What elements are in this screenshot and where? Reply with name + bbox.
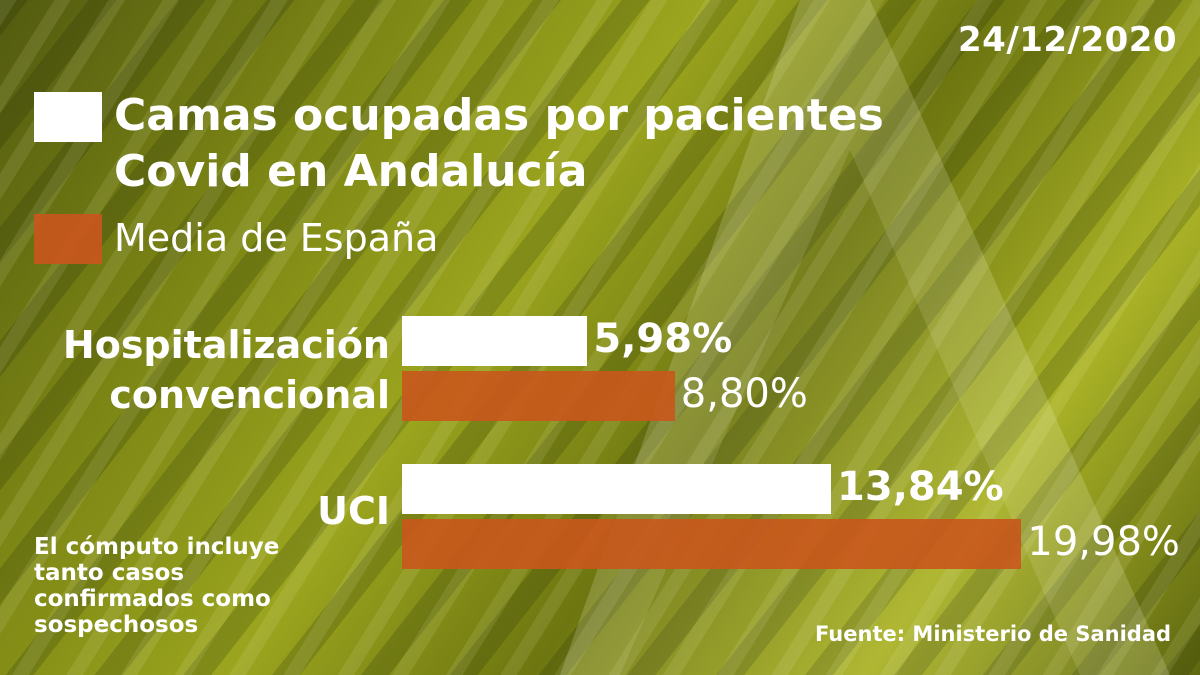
category-label-uci: UCI	[317, 489, 390, 533]
legend-label-andalucia: Camas ocupadas por pacientes Covid en An…	[114, 90, 884, 197]
value-label-hospitalizacion-espana: 8,80%	[680, 371, 808, 417]
value-label-uci-espana: 19,98%	[1027, 519, 1180, 565]
date-label: 24/12/2020	[958, 20, 1178, 60]
bar-uci-espana	[402, 519, 1022, 569]
value-label-uci-andalucia: 13,84%	[837, 464, 1004, 510]
footnote: El cómputo incluye tanto casos confirmad…	[34, 534, 280, 638]
legend-label-espana: Media de España	[114, 216, 439, 260]
category-label-hospitalizacion: Hospitalización convencional	[62, 323, 390, 417]
bar-hospitalizacion-espana	[402, 371, 675, 421]
value-label-hospitalizacion-andalucia: 5,98%	[593, 316, 733, 362]
bar-hospitalizacion-andalucia	[402, 316, 588, 366]
legend-swatch-espana	[34, 214, 102, 264]
bar-uci-andalucia	[402, 464, 832, 514]
legend-swatch-andalucia	[34, 92, 102, 142]
source-label: Fuente: Ministerio de Sanidad	[815, 622, 1172, 646]
